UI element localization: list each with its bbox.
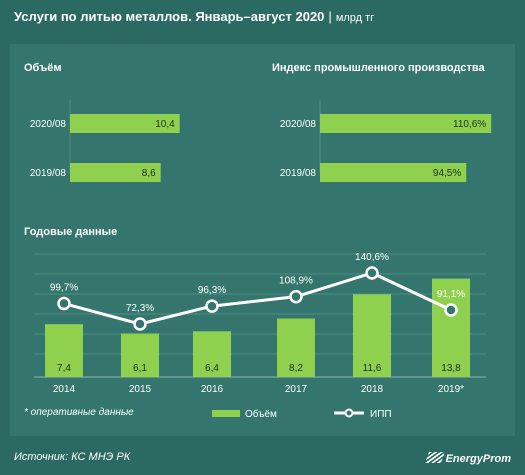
chart-1-data-label: 110,6% (453, 119, 486, 130)
title-separator: | (328, 9, 332, 24)
annual-x-tick-label: 2017 (285, 384, 308, 395)
charts-svg: Объём 2020/08 10,4 2019/08 8,6 Индекс промышл… (24, 62, 492, 420)
annual-x-tick-label: 2019* (438, 384, 464, 395)
annual-line-point (205, 299, 219, 313)
annual-bar-label: 8,2 (289, 363, 303, 374)
annual-x-tick-label: 2016 (201, 384, 224, 395)
annual-bar-label: 6,4 (205, 363, 219, 374)
annual-bar (277, 318, 315, 377)
legend-bar-label: Объём (245, 408, 277, 420)
chart-panel: Объём 2020/08 10,4 2019/08 8,6 Индекс промышл… (10, 44, 515, 436)
legend-line-label: ИПП (370, 409, 392, 420)
annual-bar (193, 331, 231, 377)
chart-0-bar (70, 163, 161, 182)
annual-line-point (289, 289, 303, 304)
annual-bar-label: 6,1 (133, 363, 147, 374)
annual-bar-label: 7,4 (57, 363, 71, 374)
chart-0-category-label: 2019/08 (30, 168, 67, 179)
page-title: Услуги по литью металлов. Январь–август … (14, 9, 374, 24)
annual-line-point (365, 266, 379, 280)
chart-1-data-label: 94,5% (433, 168, 461, 179)
annual-bar-label: 11,6 (363, 363, 382, 374)
annual-x-tick-label: 2018 (361, 384, 384, 395)
chart-0-bar (70, 114, 180, 133)
title-text: Услуги по литью металлов. Январь–август … (14, 9, 325, 24)
title-unit: млрд тг (335, 12, 375, 24)
chart-1-title: Индекс промышленного производства (272, 62, 485, 74)
legend-bar-swatch (212, 410, 240, 417)
chart-0-data-label: 10,4 (155, 119, 175, 130)
annual-bar (353, 294, 391, 377)
annual-line-label: 72,3% (126, 303, 154, 314)
chart-0-category-label: 2020/08 (30, 119, 67, 130)
annual-bar (45, 324, 83, 377)
annual-bar (121, 333, 159, 377)
annual-line-label: 96,3% (198, 285, 226, 296)
annual-footnote: * оперативные данные (24, 407, 134, 418)
annual-line-point (133, 317, 147, 331)
chart-1-bar (320, 163, 467, 182)
annual-line-label: 99,7% (50, 283, 78, 294)
chart-0-data-label: 8,6 (142, 168, 156, 179)
annual-line-ipp (63, 271, 452, 326)
logo-icon (424, 452, 445, 463)
energyprom-logo: EnergyProm (424, 452, 511, 465)
source-note: Источник: КС МНЭ РК (14, 451, 131, 463)
chart-0-title: Объём (24, 62, 61, 74)
chart-1-category-label: 2020/08 (280, 119, 317, 130)
annual-line-label: 140,6% (355, 252, 389, 263)
annual-chart-title: Годовые данные (24, 226, 117, 238)
logo-text: EnergyProm (445, 453, 511, 465)
annual-x-tick-label: 2014 (53, 384, 76, 395)
annual-line-label: 108,9% (279, 276, 313, 287)
annual-line-label: 91,1% (437, 289, 465, 300)
chart-1-bar (320, 114, 492, 133)
chart-1-category-label: 2019/08 (280, 168, 317, 179)
annual-bar-label: 13,8 (441, 363, 461, 374)
annual-x-tick-label: 2015 (129, 384, 152, 395)
annual-bar (432, 278, 470, 377)
legend-line-marker (344, 408, 354, 418)
annual-line-point (57, 296, 71, 311)
annual-line-point (444, 303, 458, 317)
